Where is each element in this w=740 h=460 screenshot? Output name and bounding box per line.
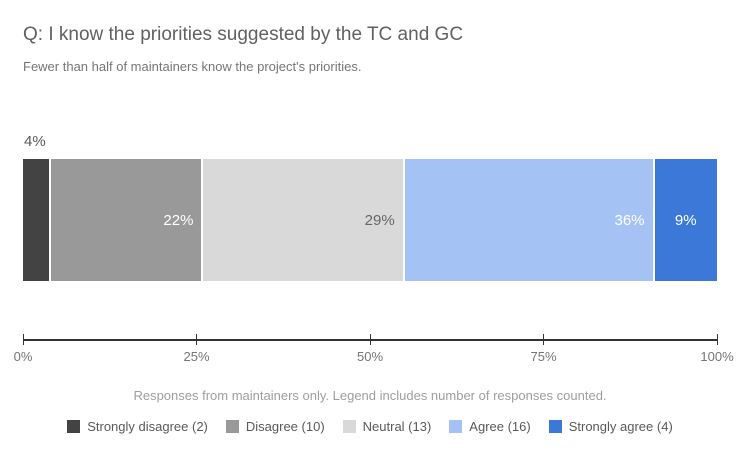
- bar-segment-disagree[interactable]: [50, 159, 202, 281]
- footer-note: Responses from maintainers only. Legend …: [133, 388, 607, 403]
- chart-legend: Strongly disagree (2) Disagree (10) Neutra…: [0, 419, 740, 434]
- legend-swatch-icon: [225, 420, 239, 433]
- legend-item-label: Strongly disagree (2): [87, 419, 208, 434]
- legend-item-agree[interactable]: Agree (16): [449, 419, 531, 434]
- x-axis-tick-label: 100%: [700, 349, 734, 364]
- bar-segment-agree[interactable]: [404, 159, 653, 281]
- legend-item-label: Strongly agree (4): [568, 419, 673, 434]
- x-axis-tick: [22, 334, 24, 345]
- legend-swatch-icon: [449, 420, 463, 433]
- x-axis-tick: [196, 334, 197, 345]
- legend-item-strongly-agree[interactable]: Strongly agree (4): [548, 419, 673, 434]
- bar-segment-label: 4%: [24, 133, 46, 150]
- x-axis-tick-label: 50%: [356, 349, 384, 364]
- legend-item-disagree[interactable]: Disagree (10): [225, 419, 325, 434]
- legend-swatch-icon: [548, 420, 562, 433]
- legend-item-neutral[interactable]: Neutral (13): [342, 419, 432, 434]
- chart-title: Q: I know the priorities suggested by th…: [23, 24, 464, 45]
- chart-subtitle: Fewer than half of maintainers know the …: [23, 59, 362, 74]
- x-axis-tick: [369, 334, 371, 345]
- legend-item-label: Disagree (10): [245, 419, 325, 434]
- legend-item-strongly-disagree[interactable]: Strongly disagree (2): [67, 419, 208, 434]
- legend-swatch-icon: [67, 420, 81, 433]
- legend-swatch-icon: [342, 420, 356, 433]
- bar-segment-strongly-agree[interactable]: [654, 159, 717, 281]
- x-axis-tick-label: 25%: [183, 349, 210, 364]
- x-axis-tick: [543, 334, 544, 345]
- x-axis-tick: [716, 334, 718, 345]
- legend-item-label: Neutral (13): [362, 419, 432, 434]
- x-axis-tick-label: 0%: [13, 349, 33, 364]
- legend-item-label: Agree (16): [469, 419, 531, 434]
- x-axis-tick-label: 75%: [530, 349, 557, 364]
- bar-segment-strongly-disagree[interactable]: [23, 159, 49, 281]
- bar-segment-neutral[interactable]: [203, 159, 403, 281]
